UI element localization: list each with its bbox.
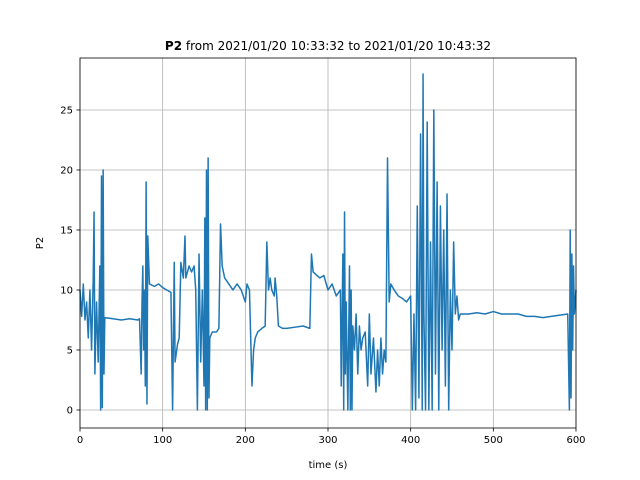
x-tick-label: 0 bbox=[77, 435, 83, 446]
y-tick-label: 20 bbox=[60, 165, 73, 176]
x-tick-label: 500 bbox=[484, 435, 503, 446]
y-tick-label: 10 bbox=[60, 285, 73, 296]
y-tick-label: 15 bbox=[60, 225, 73, 236]
x-tick-label: 100 bbox=[153, 435, 172, 446]
title-rest: from 2021/01/20 10:33:32 to 2021/01/20 1… bbox=[186, 39, 491, 53]
y-tick-label: 25 bbox=[60, 105, 73, 116]
x-tick-label: 600 bbox=[566, 435, 585, 446]
x-tick-label: 300 bbox=[318, 435, 337, 446]
y-tick-label: 5 bbox=[67, 345, 73, 356]
data-line bbox=[79, 73, 577, 411]
chart-title: P2 from 2021/01/20 10:33:32 to 2021/01/2… bbox=[165, 39, 491, 53]
x-axis-label: time (s) bbox=[309, 460, 348, 471]
x-tick-label: 400 bbox=[401, 435, 420, 446]
x-tick-label: 200 bbox=[236, 435, 255, 446]
title-bold: P2 bbox=[165, 39, 182, 53]
y-axis-label: P2 bbox=[35, 237, 46, 249]
y-tick-label: 0 bbox=[67, 405, 73, 416]
